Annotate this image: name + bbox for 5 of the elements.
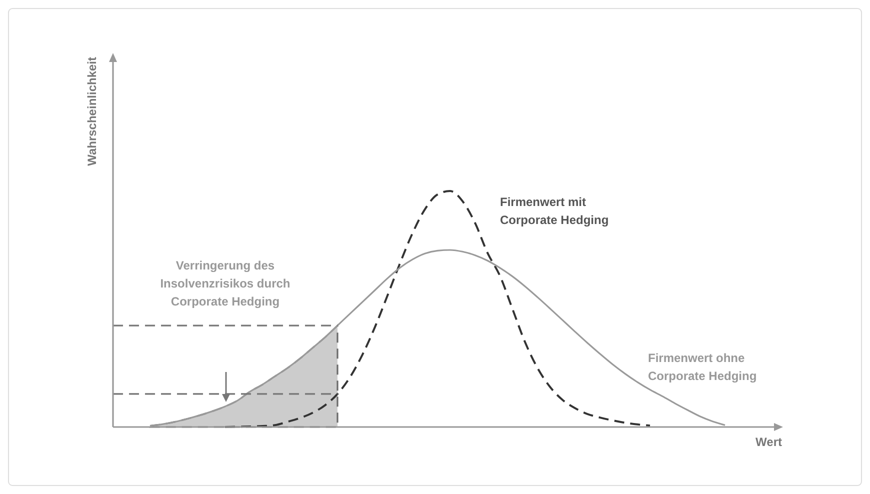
series-label: Firmenwert mit Corporate Hedging (500, 195, 609, 227)
x-axis-title: Wert (756, 435, 782, 449)
series-label: Firmenwert ohne Corporate Hedging (648, 351, 757, 383)
y-axis-title: Wahrscheinlichkeit (85, 57, 99, 166)
annotation: Verringerung des Insolvenzrisikos durch Corporate Hedging (160, 258, 290, 309)
